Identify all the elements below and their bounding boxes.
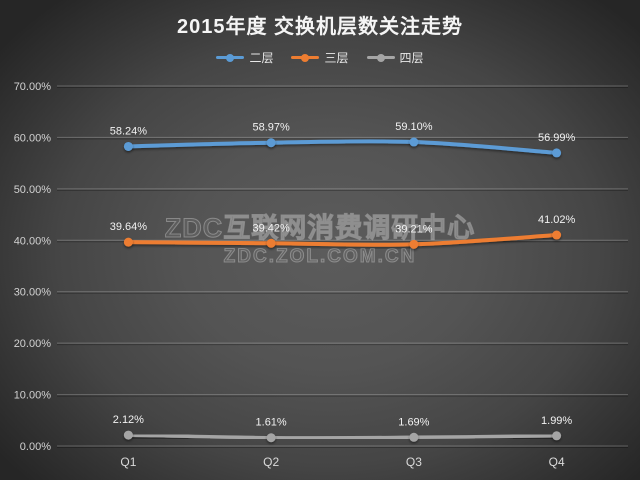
legend-line-marker-icon: [366, 53, 395, 62]
legend-item: 三层: [291, 49, 349, 66]
data-point: [123, 141, 133, 151]
legend-dot-icon: [376, 53, 385, 62]
legend-item: 二层: [216, 49, 273, 66]
series-line: [126, 139, 559, 155]
data-point-label: 59.10%: [395, 121, 433, 133]
legend-label: 二层: [249, 51, 274, 65]
y-tick-label: 40.00%: [14, 235, 52, 247]
data-point-label: 41.02%: [538, 214, 576, 226]
legend-dot-icon: [226, 53, 235, 62]
data-point: [552, 230, 562, 240]
y-tick-label: 60.00%: [14, 132, 52, 144]
y-tick-label: 20.00%: [14, 338, 52, 350]
data-point-label: 1.69%: [398, 416, 429, 428]
data-point: [266, 433, 276, 443]
series-layer: [123, 137, 562, 443]
gridlines: [57, 85, 628, 448]
legend-line-marker-icon: [216, 53, 245, 62]
legend: 二层 三层 四层: [0, 49, 640, 66]
data-point: [123, 430, 133, 440]
y-tick-label: 50.00%: [14, 184, 52, 196]
data-point-label: 1.61%: [256, 417, 287, 429]
y-tick-label: 0.00%: [20, 441, 51, 453]
data-point-label: 2.12%: [113, 414, 144, 426]
axis-labels: 0.00% 10.00% 20.00% 30.00% 40.00% 50.00% 60.00…: [14, 81, 565, 469]
data-point-label: 39.64%: [110, 221, 148, 233]
x-tick-label: Q1: [120, 455, 136, 469]
data-point: [409, 239, 419, 249]
data-point: [409, 432, 419, 442]
data-point-label: 1.99%: [541, 415, 572, 427]
data-labels: 58.24% 58.97% 59.10% 56.99% 39.64% 39.42% 39.2…: [110, 121, 576, 429]
data-point-label: 39.21%: [395, 223, 433, 235]
legend-label: 三层: [324, 51, 349, 65]
chart-title: 2015年度 交换机层数关注走势: [176, 16, 464, 38]
series-line: [126, 233, 559, 247]
y-tick-label: 10.00%: [14, 390, 52, 402]
data-point: [409, 137, 419, 147]
data-point: [123, 237, 133, 247]
legend-item: 四层: [366, 49, 424, 66]
data-point-label: 39.42%: [252, 222, 290, 234]
data-point: [552, 148, 562, 158]
x-tick-label: Q2: [263, 455, 279, 469]
x-tick-label: Q4: [549, 455, 565, 469]
y-tick-label: 70.00%: [14, 81, 52, 93]
legend-dot-icon: [301, 53, 310, 62]
x-tick-label: Q3: [406, 455, 422, 469]
y-tick-label: 30.00%: [14, 287, 52, 299]
data-point: [266, 238, 276, 248]
legend-label: 四层: [399, 51, 424, 65]
series-line: [126, 433, 559, 440]
legend-line-marker-icon: [291, 53, 320, 62]
data-point-label: 58.97%: [252, 122, 290, 134]
data-point: [552, 431, 562, 441]
data-point-label: 58.24%: [110, 125, 148, 137]
data-point: [266, 138, 276, 148]
data-point-label: 56.99%: [538, 132, 576, 144]
